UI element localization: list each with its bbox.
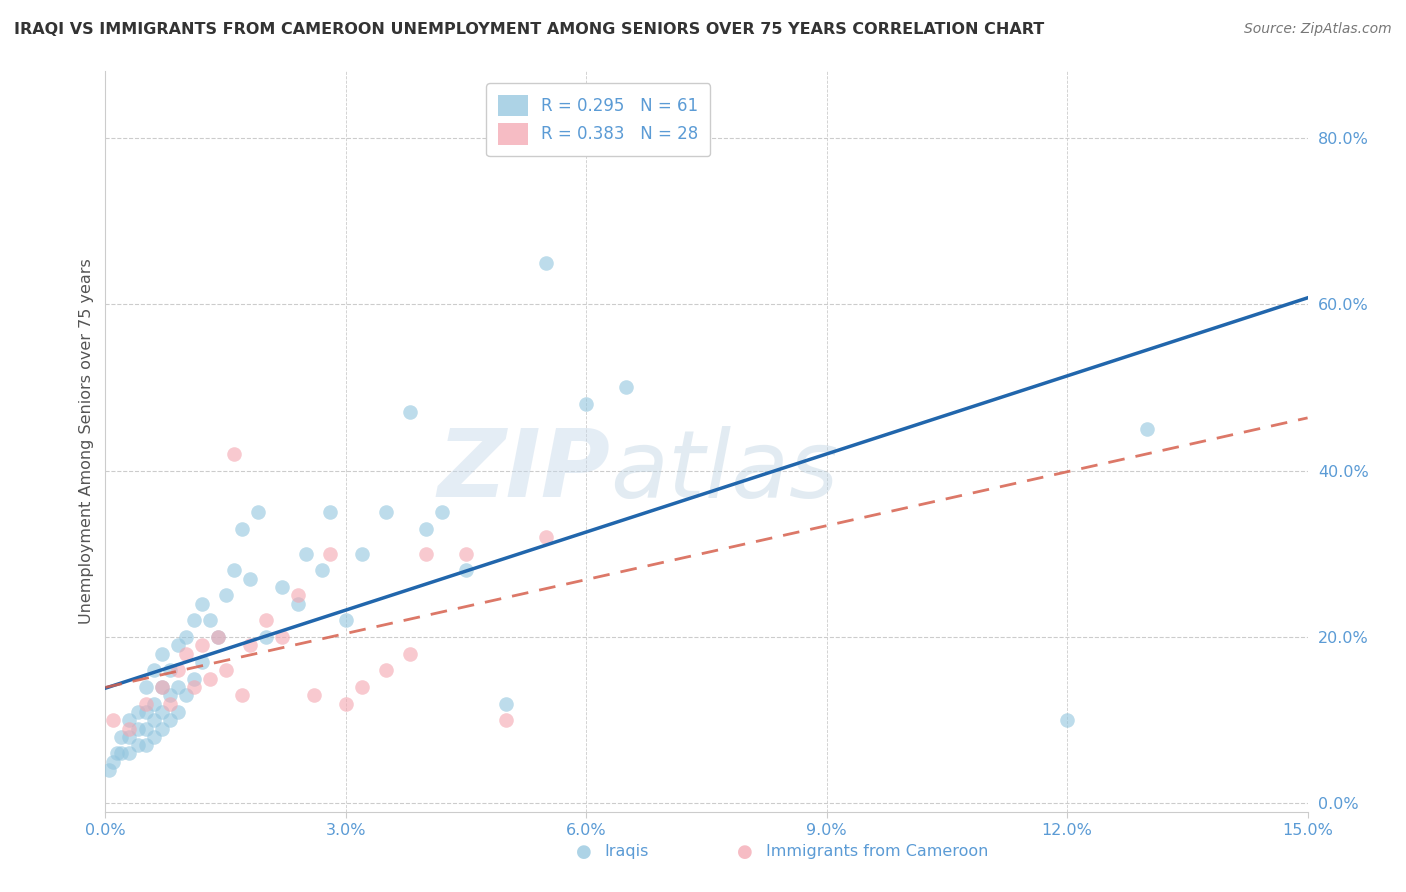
Point xyxy=(142,730,165,744)
Point xyxy=(295,547,318,561)
Point xyxy=(166,680,188,694)
Text: Iraqis: Iraqis xyxy=(605,845,650,859)
Point xyxy=(190,638,212,652)
Point xyxy=(374,505,398,519)
Point xyxy=(198,672,221,686)
Point xyxy=(174,688,197,702)
Point xyxy=(127,705,149,719)
Point xyxy=(222,447,245,461)
Text: ●: ● xyxy=(575,843,592,861)
Point xyxy=(399,647,422,661)
Point xyxy=(166,705,188,719)
Point xyxy=(142,697,165,711)
Point xyxy=(103,713,125,727)
Point xyxy=(159,688,181,702)
Point xyxy=(495,713,517,727)
Point xyxy=(374,663,398,677)
Point xyxy=(183,672,205,686)
Point xyxy=(159,713,181,727)
Point xyxy=(231,522,253,536)
Point xyxy=(174,647,197,661)
Point xyxy=(399,405,422,419)
Point xyxy=(302,688,325,702)
Point xyxy=(110,747,132,761)
Point xyxy=(174,630,197,644)
Text: Immigrants from Cameroon: Immigrants from Cameroon xyxy=(766,845,988,859)
Y-axis label: Unemployment Among Seniors over 75 years: Unemployment Among Seniors over 75 years xyxy=(79,259,94,624)
Point xyxy=(135,738,157,752)
Point xyxy=(534,255,557,269)
Point xyxy=(118,747,141,761)
Point xyxy=(495,697,517,711)
Point xyxy=(254,614,277,628)
Text: ●: ● xyxy=(737,843,754,861)
Point xyxy=(311,564,333,578)
Text: IRAQI VS IMMIGRANTS FROM CAMEROON UNEMPLOYMENT AMONG SENIORS OVER 75 YEARS CORRE: IRAQI VS IMMIGRANTS FROM CAMEROON UNEMPL… xyxy=(14,22,1045,37)
Point xyxy=(190,597,212,611)
Point xyxy=(142,663,165,677)
Point xyxy=(231,688,253,702)
Point xyxy=(150,680,173,694)
Point xyxy=(335,614,357,628)
Point xyxy=(1056,713,1078,727)
Point xyxy=(415,547,437,561)
Point xyxy=(270,580,292,594)
Point xyxy=(183,614,205,628)
Point xyxy=(319,547,342,561)
Point xyxy=(135,722,157,736)
Point xyxy=(207,630,229,644)
Point xyxy=(534,530,557,544)
Point xyxy=(118,730,141,744)
Point xyxy=(127,738,149,752)
Point xyxy=(350,680,373,694)
Point xyxy=(207,630,229,644)
Point xyxy=(246,505,269,519)
Point xyxy=(166,638,188,652)
Point xyxy=(287,589,309,603)
Point xyxy=(335,697,357,711)
Point xyxy=(214,589,236,603)
Point xyxy=(454,547,477,561)
Point xyxy=(159,663,181,677)
Point xyxy=(222,564,245,578)
Point xyxy=(118,722,141,736)
Point xyxy=(135,680,157,694)
Point xyxy=(319,505,342,519)
Point xyxy=(118,713,141,727)
Point xyxy=(103,755,125,769)
Point xyxy=(150,722,173,736)
Point xyxy=(430,505,453,519)
Point xyxy=(127,722,149,736)
Point xyxy=(239,572,262,586)
Point xyxy=(270,630,292,644)
Point xyxy=(287,597,309,611)
Point xyxy=(150,705,173,719)
Point xyxy=(454,564,477,578)
Legend: R = 0.295   N = 61, R = 0.383   N = 28: R = 0.295 N = 61, R = 0.383 N = 28 xyxy=(486,83,710,156)
Point xyxy=(214,663,236,677)
Point xyxy=(239,638,262,652)
Point xyxy=(190,655,212,669)
Point xyxy=(616,380,638,394)
Point xyxy=(135,705,157,719)
Point xyxy=(350,547,373,561)
Text: atlas: atlas xyxy=(610,425,838,516)
Text: Source: ZipAtlas.com: Source: ZipAtlas.com xyxy=(1244,22,1392,37)
Point xyxy=(142,713,165,727)
Point xyxy=(159,697,181,711)
Point xyxy=(1136,422,1159,436)
Point xyxy=(150,647,173,661)
Point xyxy=(150,680,173,694)
Point xyxy=(254,630,277,644)
Text: ZIP: ZIP xyxy=(437,425,610,517)
Point xyxy=(166,663,188,677)
Point xyxy=(415,522,437,536)
Point xyxy=(107,747,129,761)
Point xyxy=(198,614,221,628)
Point xyxy=(183,680,205,694)
Point xyxy=(135,697,157,711)
Point xyxy=(110,730,132,744)
Point xyxy=(575,397,598,411)
Point xyxy=(98,763,121,777)
